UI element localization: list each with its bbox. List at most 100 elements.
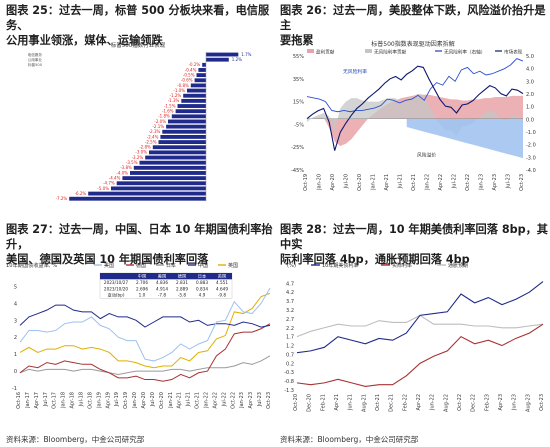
bar — [175, 109, 206, 114]
y-tick-right: 0.0 — [526, 117, 534, 123]
bar — [130, 171, 206, 175]
inset-table-cell: 2023/10/27 — [104, 280, 128, 285]
bar-value-label: -1.2% — [170, 93, 182, 98]
panel-28: 图表 28：过去一周，10 年期美债利率回落 8bp，其中实 际利率回落 4bp… — [277, 212, 550, 447]
bar — [162, 129, 206, 134]
series-line-3 — [19, 355, 271, 375]
inset-table-cell: -5.8 — [178, 293, 187, 298]
x-tick: Oct-20 — [159, 392, 165, 409]
series-line-4 — [19, 304, 271, 328]
x-tick: Oct-19 — [123, 392, 129, 409]
x-tick: Aug-22 — [443, 394, 449, 412]
y-tick: 2 — [14, 335, 17, 341]
inset-table-header: 美国 — [158, 273, 166, 280]
x-tick: Apr-23 — [248, 392, 254, 409]
y-tick-right: 1.0 — [526, 105, 534, 111]
bar-value-label: -5.0% — [97, 186, 109, 191]
x-tick: Apr-23 — [492, 174, 498, 191]
bar-value-label: -0.5% — [183, 72, 195, 77]
chart-us-10y-decomp: (%) 10年期美债利率 实际利率 通胀预期 4.7 4.2 3.7 3.2 2.7 2.2 1.7… — [284, 262, 545, 412]
panel-27-title: 图表 27：过去一周，中国、日本 10 年期国债利率抬升， 美国、德国及英国 1… — [6, 222, 274, 267]
rate-line — [306, 58, 524, 113]
bar — [187, 88, 206, 93]
y-tick: 3.2 — [286, 308, 294, 314]
x-tick: Apr-23 — [498, 394, 504, 411]
market-line — [306, 65, 524, 151]
x-tick: Jun-22 — [430, 394, 436, 411]
x-tick: Jan-23 — [239, 392, 245, 409]
y-tick: 3 — [14, 318, 17, 324]
bar-value-label: -2.1% — [152, 124, 164, 129]
x-tick: Jan-22 — [204, 392, 210, 409]
y-tick-right: 5.0 — [526, 54, 534, 60]
x-tick: Oct-22 — [230, 392, 236, 409]
y-tick: 1.2 — [286, 344, 294, 350]
bar — [158, 140, 206, 144]
x-tick: Oct-23 — [539, 394, 545, 411]
x-tick: Dec-22 — [471, 394, 477, 412]
bar — [194, 78, 206, 83]
x-tick: Oct-23 — [519, 174, 525, 191]
panel-27-title-line1: 图表 27：过去一周，中国、日本 10 年期国债利率抬升， — [6, 223, 273, 251]
x-tick: Jul-23 — [506, 174, 512, 189]
x-tick: Jul-18 — [79, 392, 85, 407]
bar-value-label: -2.4% — [147, 134, 159, 139]
chart-title: 标普500指数表现驱动因素拆解 — [371, 40, 454, 48]
y-tick: 3.7 — [286, 299, 294, 305]
panel-27: 图表 27：过去一周，中国、日本 10 年期国债利率抬升， 美国、德国及英国 1… — [0, 212, 275, 447]
x-tick: Jan-17 — [25, 392, 31, 409]
bar — [183, 93, 206, 98]
x-tick: Jan-21 — [168, 392, 174, 409]
inset-table-cell: 1.0 — [139, 293, 146, 298]
bar-value-label: -2.0% — [154, 119, 166, 124]
x-tick: Oct-19 — [303, 174, 309, 191]
x-tick: Jan-21 — [371, 174, 377, 191]
x-tick: Dec-21 — [389, 394, 395, 412]
x-tick: Oct-18 — [87, 392, 93, 409]
y-tick-left: -45% — [291, 168, 304, 174]
x-tick: Jul-21 — [398, 174, 404, 189]
y-axis-label: 10年期国债收益率, % — [6, 261, 57, 269]
panel-26-title-line2: 要拖累 — [280, 34, 314, 47]
legend-label: 美国 — [104, 262, 114, 269]
x-tick: Apr-21 — [384, 174, 390, 191]
panel-25-title-line1: 图表 25：过去一周，标普 500 分板块来看，电信服务、 — [6, 4, 270, 32]
panel-26-title-line1: 图表 26：过去一周，美股整体下跌，风险溢价抬升是主 — [280, 4, 546, 32]
bar — [111, 186, 206, 191]
series-line-2 — [19, 323, 271, 382]
legend-label: 市场表现 — [504, 49, 523, 56]
bar-value-label: -0.6% — [181, 78, 193, 83]
bar-value-label: -4.0% — [116, 170, 128, 175]
x-tick: Feb-21 — [320, 394, 326, 411]
bar-value-label: -2.8% — [139, 145, 151, 150]
inset-table-cell: 4.914 — [156, 286, 168, 291]
y-tick-right: 4.0 — [526, 67, 534, 73]
bar-value-label: -1.6% — [162, 109, 174, 114]
bar-value-label: 1.7% — [241, 52, 251, 57]
x-tick: Feb-22 — [402, 394, 408, 411]
inset-table-header: 英国 — [218, 273, 226, 280]
bar — [177, 104, 206, 108]
y-tick: -0.3 — [284, 370, 294, 376]
x-tick: Apr-22 — [438, 174, 444, 191]
y-tick-right: 2.0 — [526, 92, 534, 98]
panel-26-title: 图表 26：过去一周，美股整体下跌，风险溢价抬升是主 要拖累 — [280, 3, 548, 48]
series-line-3 — [296, 314, 544, 338]
bar-value-label: -0.8% — [177, 83, 189, 88]
inset-table-cell: 0.834 — [196, 286, 208, 291]
rate-contribution-area — [406, 118, 523, 159]
chart-title: 标普500指数行业表现 — [111, 41, 166, 49]
x-tick: Apr-20 — [141, 392, 147, 409]
y-tick: 4.2 — [286, 290, 294, 296]
panel-28-title-line1: 图表 28：过去一周，10 年期美债利率回落 8bp，其中实 — [280, 223, 548, 251]
inset-table-cell: 4.649 — [216, 286, 228, 291]
bar — [69, 196, 206, 201]
panel-28-title: 图表 28：过去一周，10 年期美债利率回落 8bp，其中实 际利率回落 4bp… — [280, 222, 548, 267]
x-tick: Jul-21 — [186, 392, 192, 407]
bar — [149, 150, 206, 155]
inset-table-cell: 2.889 — [176, 286, 188, 291]
bar-value-label: 1.2% — [232, 57, 242, 62]
bar — [88, 191, 206, 196]
y-tick: -0.8 — [284, 379, 294, 385]
panel-27-title-line2: 美国、德国及英国 10 年期国债利率回落 — [6, 253, 209, 266]
